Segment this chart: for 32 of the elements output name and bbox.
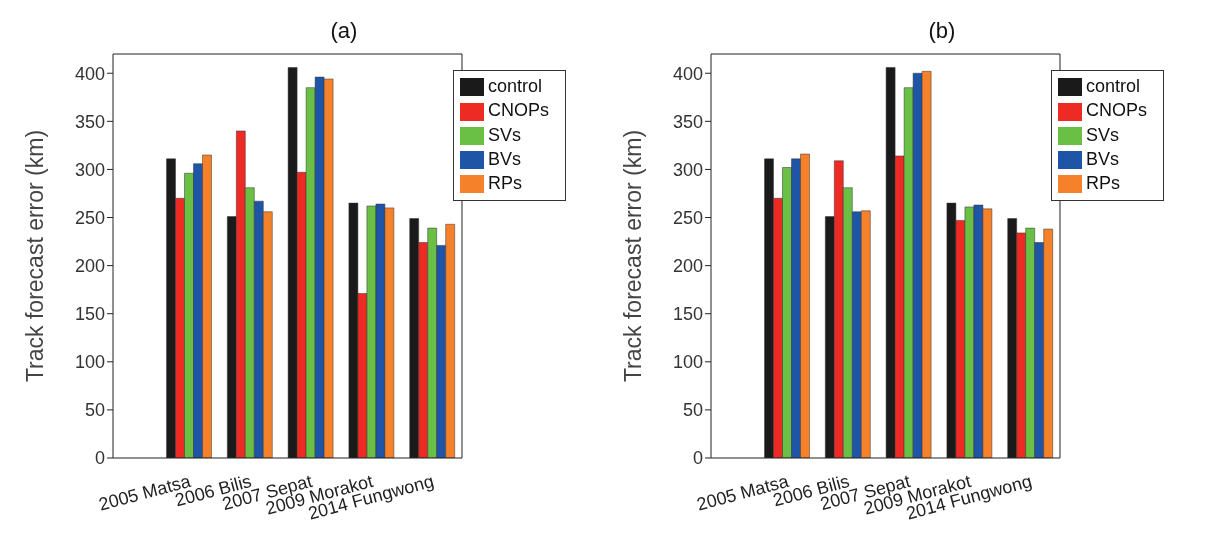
y-tick-label: 300 [74,159,105,180]
legend-label: SVs [487,124,521,145]
chart-title: (a) [330,18,358,43]
legend-label: RPs [487,173,522,193]
y-tick-label: 50 [84,400,105,421]
y-tick-label: 150 [672,304,703,325]
legend-label: RPs [1085,173,1120,193]
y-tick-label: 300 [672,159,703,180]
y-tick-label: 200 [672,256,703,277]
legend-label: SVs [1085,124,1119,145]
y-tick-label: 200 [74,256,105,277]
y-tick-label: 0 [692,448,703,469]
y-tick-label: 350 [74,111,105,132]
y-tick-label: 400 [74,63,105,84]
legend-label: BVs [1085,148,1119,169]
legend-label: CNOPs [487,100,549,121]
y-axis-title: Track forecast error (km) [620,129,647,383]
legend-label: control [1085,76,1141,96]
chart-title: (b) [928,18,956,43]
y-tick-label: 350 [672,111,703,132]
legend-label: control [487,76,543,96]
y-tick-label: 250 [672,207,703,228]
legend-label: CNOPs [1085,100,1147,121]
y-tick-label: 100 [672,352,703,373]
legend-label: BVs [487,148,521,169]
y-tick-label: 150 [74,304,105,325]
y-tick-label: 250 [74,207,105,228]
y-axis-title: Track forecast error (km) [22,129,49,383]
y-tick-label: 400 [672,63,703,84]
y-tick-label: 50 [682,400,703,421]
y-tick-label: 100 [74,352,105,373]
y-tick-label: 0 [94,448,105,469]
